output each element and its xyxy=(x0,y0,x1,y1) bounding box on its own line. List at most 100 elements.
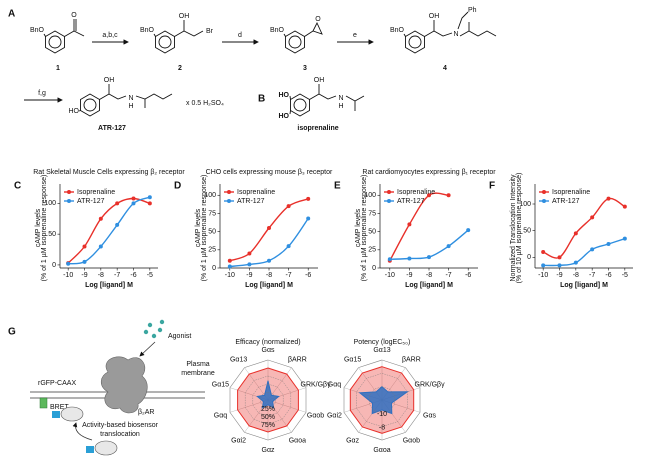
legend-marker xyxy=(542,199,546,203)
axis-label: Gαi2 xyxy=(231,437,246,444)
atom: HO xyxy=(69,108,80,115)
ring-aromatic xyxy=(408,35,422,49)
atom: Br xyxy=(206,28,214,35)
fit-line xyxy=(543,238,626,267)
legend-marker xyxy=(227,190,231,194)
y-tick-label: 75 xyxy=(208,210,216,217)
ring xyxy=(290,93,310,117)
legend-label: Isoprenaline xyxy=(397,189,435,196)
x-axis-label: Log [ligand] M xyxy=(405,282,453,289)
y-axis-label: (% of 1 µM isoprenaline response) xyxy=(361,175,368,282)
atom: OH xyxy=(314,77,325,84)
chart-title: CHO cells expressing mouse β₃ receptor xyxy=(206,169,333,176)
bond xyxy=(174,30,204,37)
y-axis-label: cAMP levels xyxy=(35,208,42,247)
x-tick-label: -9 xyxy=(406,272,412,279)
agonist-dot xyxy=(157,327,163,333)
data-point xyxy=(427,255,431,260)
y-tick-label: 100 xyxy=(364,192,376,199)
axis-label: Gαq xyxy=(214,412,227,419)
panel-label: G xyxy=(8,327,16,338)
atom: OH xyxy=(179,13,190,20)
axis-label: GRK/Gβγ xyxy=(301,381,332,388)
compound-label: ATR-127 xyxy=(98,125,126,132)
agonist-label: Agonist xyxy=(168,333,191,340)
reagent: d xyxy=(238,32,242,39)
arrow xyxy=(72,422,93,441)
agonist-dot xyxy=(159,319,165,325)
y-axis-label: cAMP levels xyxy=(355,208,362,247)
bond xyxy=(457,11,469,30)
y-tick-label: 0 xyxy=(52,262,56,269)
atom: BnO xyxy=(140,27,155,34)
axis-label: GRK/Gβγ xyxy=(415,381,446,388)
axis-label: Gαs xyxy=(423,412,436,419)
legend-label: Isoprenaline xyxy=(237,189,275,196)
ring xyxy=(285,30,305,54)
salt: x 0.5 H₂SO₄ xyxy=(186,100,224,107)
data-point xyxy=(573,231,578,236)
bond xyxy=(459,30,497,37)
grid-ring xyxy=(244,375,291,425)
data-point xyxy=(115,201,120,206)
grid-ring xyxy=(369,386,395,414)
y-tick-label: 100 xyxy=(44,200,56,207)
legend-label: ATR-127 xyxy=(77,198,105,205)
data-point xyxy=(622,236,627,241)
data-point xyxy=(407,222,412,227)
ring-aromatic xyxy=(83,98,97,112)
legend-marker xyxy=(542,190,546,194)
axis-label: βARR xyxy=(402,356,421,363)
ring-aromatic xyxy=(293,98,307,112)
data-point xyxy=(573,260,578,265)
panel-label: A xyxy=(8,9,15,20)
x-tick-label: -8 xyxy=(426,272,432,279)
axis-label: Gαz xyxy=(262,447,275,454)
y-tick-label: 50 xyxy=(208,228,216,235)
x-tick-label: -6 xyxy=(305,272,311,279)
r-tick-label: -10 xyxy=(377,411,387,418)
bond xyxy=(345,95,365,102)
y-tick-label: 0 xyxy=(527,254,531,261)
fit-line xyxy=(67,197,151,264)
panel-label: E xyxy=(334,181,341,192)
chart-title: Rat Skeletal Muscle Cells expressing β₂ … xyxy=(33,169,185,176)
data-point xyxy=(131,201,136,206)
r-tick-label: 75% xyxy=(261,422,275,429)
fit-line xyxy=(389,192,449,262)
arrow xyxy=(139,341,156,357)
axis-label: Gαob xyxy=(307,412,324,419)
atom: Ph xyxy=(468,7,477,14)
data-point xyxy=(606,242,611,246)
legend-marker xyxy=(387,199,391,203)
x-tick-label: -8 xyxy=(266,272,272,279)
legend-marker xyxy=(387,190,391,194)
ring xyxy=(80,93,100,117)
y-axis-label: Normalized Translocation Intensity xyxy=(510,174,517,281)
data-point xyxy=(557,263,562,268)
y-tick-label: 75 xyxy=(368,210,376,217)
x-tick-label: -10 xyxy=(63,272,73,279)
bond xyxy=(309,93,337,100)
axis-label: Gαz xyxy=(346,437,359,444)
x-axis-label: Log [ligand] M xyxy=(560,282,608,289)
data-point xyxy=(115,222,120,227)
spoke xyxy=(267,399,307,413)
panel-label: C xyxy=(14,181,21,192)
atom: BnO xyxy=(30,27,45,34)
axis-label: Gα15 xyxy=(344,356,361,363)
atom: H xyxy=(338,103,343,110)
data-point xyxy=(541,263,546,268)
data-point xyxy=(286,244,291,249)
data-point xyxy=(590,215,595,220)
axis-label: Gαoa xyxy=(373,447,390,454)
bond xyxy=(153,33,156,37)
grid-ring xyxy=(356,373,408,427)
chart-title: Efficacy (normalized) xyxy=(235,339,300,346)
x-tick-label: -7 xyxy=(589,272,595,279)
chart-title: Potency (logEC₅₀) xyxy=(354,339,411,346)
x-tick-label: -10 xyxy=(225,272,235,279)
y-tick-label: 0 xyxy=(212,265,216,272)
bond xyxy=(78,110,81,112)
